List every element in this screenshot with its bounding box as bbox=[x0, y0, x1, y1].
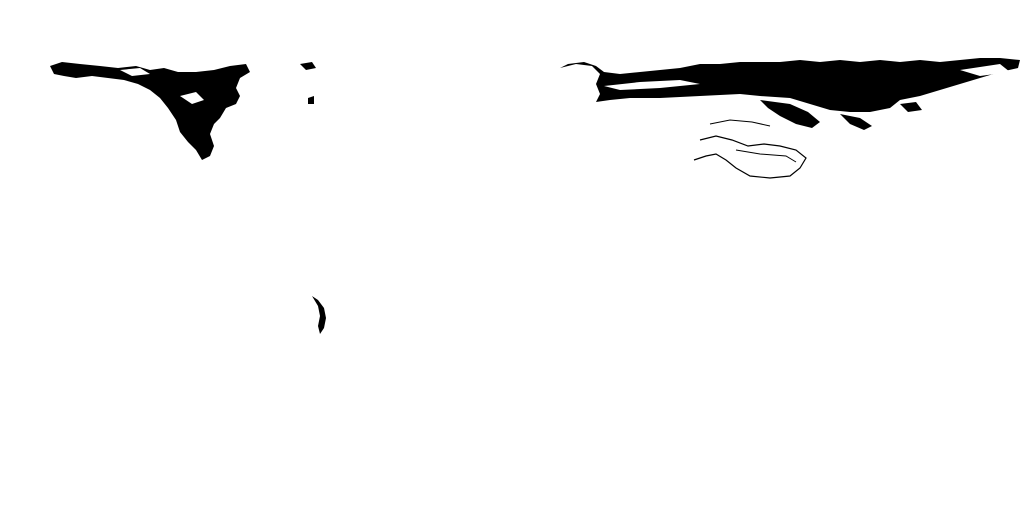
greenland-fragment bbox=[300, 62, 316, 104]
eurasia-mask bbox=[548, 58, 1020, 130]
south-america-fragment bbox=[312, 296, 326, 334]
north-america-mask bbox=[50, 62, 250, 160]
middle-east-outline bbox=[693, 119, 807, 179]
